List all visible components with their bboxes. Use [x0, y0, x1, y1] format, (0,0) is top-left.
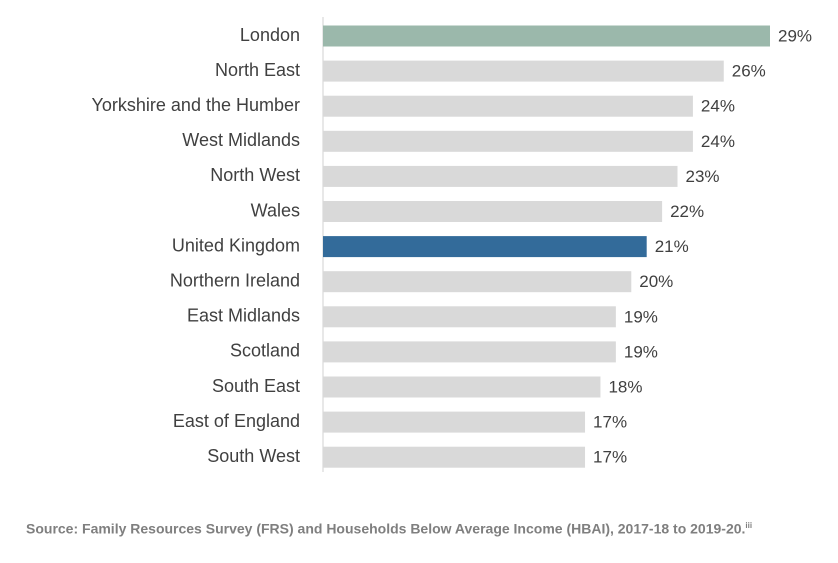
- category-label: East of England: [173, 411, 300, 431]
- value-label: 23%: [686, 167, 720, 186]
- bar: [323, 60, 724, 82]
- value-label: 17%: [593, 448, 627, 467]
- category-label: Scotland: [230, 341, 300, 361]
- category-label: East Midlands: [187, 306, 300, 326]
- value-label: 24%: [701, 97, 735, 116]
- category-label: South West: [207, 446, 300, 466]
- value-label: 22%: [670, 202, 704, 221]
- value-label: 19%: [624, 307, 658, 326]
- category-label: United Kingdom: [172, 235, 300, 255]
- bar: [323, 130, 693, 152]
- source: Source: Family Resources Survey (FRS) an…: [26, 515, 816, 540]
- bar: [323, 95, 693, 117]
- value-label: 19%: [624, 342, 658, 361]
- category-label: London: [240, 25, 300, 45]
- bar: [323, 25, 770, 47]
- category-label: West Midlands: [182, 130, 300, 150]
- bar: [323, 446, 586, 468]
- value-label: 24%: [701, 132, 735, 151]
- source-note: iii: [745, 521, 753, 530]
- bar: [323, 271, 632, 293]
- category-label: Yorkshire and the Humber: [92, 95, 300, 115]
- chart: London 29% North East 26% Yorkshire and the …: [92, 17, 812, 472]
- category-label: North West: [210, 165, 300, 185]
- bar: [323, 165, 678, 187]
- category-label: Wales: [251, 200, 300, 220]
- source-text: Source: Family Resources Survey (FRS) an…: [26, 520, 746, 537]
- value-label: 17%: [593, 413, 627, 432]
- bar: [323, 236, 647, 258]
- bar: [323, 376, 601, 398]
- category-label: North East: [215, 60, 300, 80]
- bar: [323, 341, 616, 363]
- bar: [323, 306, 616, 328]
- bar: [323, 411, 586, 433]
- value-label: 26%: [732, 62, 766, 81]
- category-label: South East: [212, 376, 300, 396]
- value-label: 20%: [639, 272, 673, 291]
- value-label: 18%: [608, 377, 642, 396]
- bar: [323, 201, 663, 222]
- value-label: 29%: [778, 26, 812, 45]
- category-label: Northern Ireland: [170, 270, 300, 290]
- value-label: 21%: [655, 237, 689, 256]
